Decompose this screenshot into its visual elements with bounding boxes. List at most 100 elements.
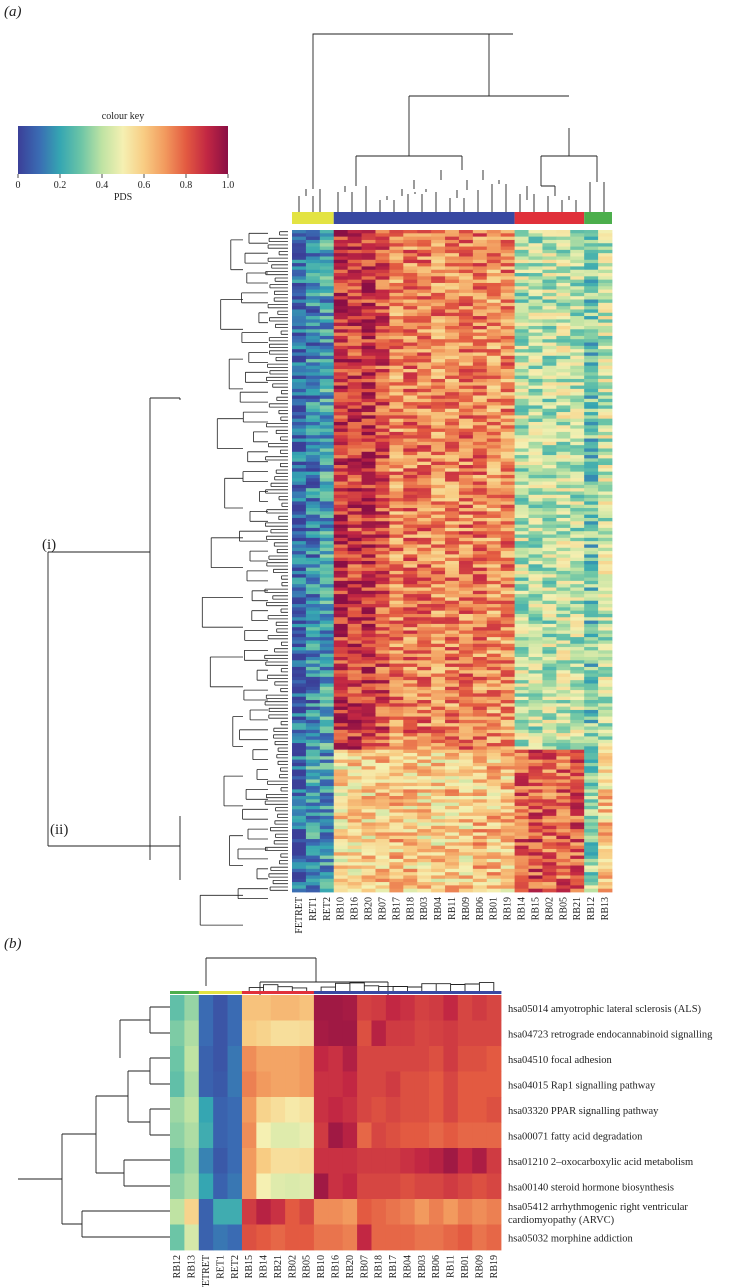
- heatmap-cell: [417, 458, 432, 463]
- heatmap-cell: [305, 676, 321, 681]
- heatmap-cell: [556, 663, 571, 668]
- heatmap-cell: [598, 647, 613, 651]
- heatmap-cell: [417, 772, 432, 777]
- heatmap-cell: [361, 683, 376, 688]
- heatmap-cell: [500, 541, 516, 545]
- heatmap-cell: [542, 352, 557, 357]
- heatmap-cell: [417, 375, 432, 380]
- heatmap-cell: [486, 286, 502, 290]
- heatmap-cell: [584, 372, 599, 377]
- heatmap-cell: [313, 1071, 329, 1098]
- heatmap-cell: [347, 253, 362, 257]
- heatmap-cell: [472, 835, 488, 840]
- heatmap-cell: [375, 372, 390, 377]
- heatmap-cell: [542, 656, 557, 661]
- heatmap-cell: [417, 438, 432, 443]
- heatmap-cell: [431, 451, 446, 456]
- heatmap-cell: [319, 355, 335, 360]
- heatmap-cell: [445, 349, 460, 353]
- heatmap-cell: [417, 471, 432, 476]
- heatmap-cell: [458, 756, 474, 760]
- heatmap-cell: [403, 425, 418, 429]
- heatmap-cell: [570, 531, 585, 535]
- heatmap-cell: [417, 736, 432, 741]
- heatmap-cell: [598, 627, 613, 631]
- heatmap-cell: [486, 805, 502, 810]
- heatmap-cell: [292, 726, 307, 731]
- heatmap-cell: [472, 448, 488, 453]
- heatmap-cell: [389, 630, 404, 635]
- heatmap-cell: [458, 554, 474, 559]
- heatmap-cell: [361, 637, 376, 641]
- heatmap-cell: [584, 666, 599, 671]
- heatmap-cell: [472, 726, 488, 731]
- heatmap-cell: [445, 249, 460, 254]
- heatmap-cell: [542, 316, 557, 320]
- heatmap-cell: [333, 564, 349, 569]
- heatmap-cell: [361, 822, 376, 827]
- heatmap-cell: [570, 448, 585, 453]
- heatmap-cell: [389, 544, 404, 549]
- heatmap-cell: [417, 408, 432, 413]
- heatmap-cell: [584, 630, 599, 635]
- heatmap-cell: [417, 819, 432, 823]
- heatmap-cell: [472, 700, 488, 704]
- heatmap-cell: [417, 382, 432, 386]
- heatmap-cell: [528, 296, 543, 300]
- heatmap-cell: [292, 365, 307, 370]
- heatmap-cell: [514, 494, 529, 499]
- heatmap-cell: [528, 461, 543, 466]
- heatmap-cell: [528, 312, 543, 317]
- heatmap-cell: [458, 772, 474, 777]
- column-group-bar-b: [170, 991, 502, 994]
- heatmap-cell: [389, 534, 404, 539]
- heatmap-cell: [417, 567, 432, 572]
- heatmap-cell: [347, 441, 362, 446]
- heatmap-cell: [361, 415, 376, 420]
- heatmap-cell: [445, 686, 460, 691]
- heatmap-cell: [528, 706, 543, 711]
- heatmap-cell: [514, 517, 529, 522]
- heatmap-cell: [347, 385, 362, 390]
- heatmap-cell: [389, 878, 404, 883]
- heatmap-cell: [403, 521, 418, 525]
- heatmap-cell: [361, 418, 376, 423]
- heatmap-cell: [347, 839, 362, 843]
- heatmap-cell: [500, 557, 516, 562]
- heatmap-cell: [417, 557, 432, 562]
- heatmap-cell: [458, 584, 474, 588]
- heatmap-cell: [570, 398, 585, 403]
- heatmap-cell: [375, 382, 390, 386]
- heatmap-cell: [556, 451, 571, 456]
- heatmap-cell: [375, 299, 390, 304]
- heatmap-cell: [417, 372, 432, 377]
- heatmap-cell: [375, 647, 390, 651]
- heatmap-cell: [375, 617, 390, 621]
- heatmap-cell: [472, 405, 488, 410]
- heatmap-cell: [584, 491, 599, 496]
- heatmap-cell: [292, 590, 307, 595]
- heatmap-cell: [556, 759, 571, 764]
- heatmap-cell: [305, 822, 321, 827]
- heatmap-cell: [389, 620, 404, 625]
- heatmap-cell: [347, 752, 362, 757]
- heatmap-cell: [457, 1224, 473, 1251]
- heatmap-cell: [486, 574, 502, 578]
- heatmap-cell: [347, 613, 362, 618]
- heatmap-cell: [333, 402, 349, 406]
- heatmap-cell: [319, 594, 335, 598]
- heatmap-cell: [389, 604, 404, 608]
- heatmap-cell: [361, 445, 376, 449]
- heatmap-cell: [445, 474, 460, 479]
- heatmap-cell: [347, 325, 362, 330]
- heatmap-cell: [445, 584, 460, 588]
- heatmap-cell: [431, 848, 446, 853]
- heatmap-cell: [472, 1148, 488, 1174]
- heatmap-cell: [292, 302, 307, 307]
- heatmap-cell: [403, 789, 418, 794]
- heatmap-cell: [333, 676, 349, 681]
- heatmap-cell: [347, 233, 362, 238]
- heatmap-cell: [584, 329, 599, 334]
- heatmap-cell: [445, 276, 460, 281]
- heatmap-cell: [598, 769, 613, 774]
